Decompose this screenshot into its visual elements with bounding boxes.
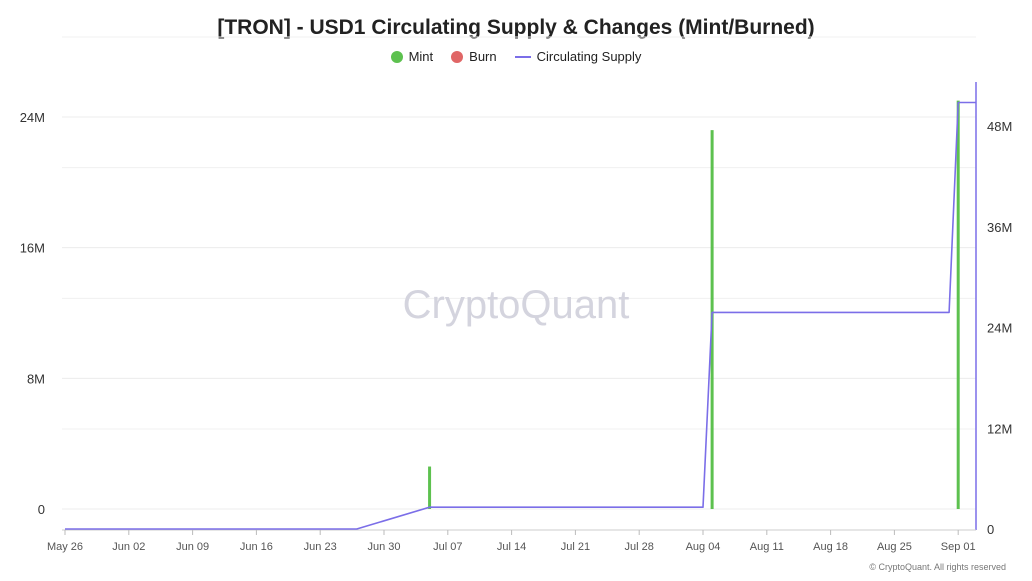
legend-item-circulating-supply[interactable]: Circulating Supply	[514, 49, 642, 64]
watermark: CryptoQuant	[403, 283, 630, 327]
x-tick-label: Aug 11	[750, 541, 784, 553]
y-right-tick-label: 48M	[987, 119, 1012, 134]
x-tick-label: Aug 25	[877, 541, 912, 553]
legend-label-mint: Mint	[408, 49, 434, 64]
x-tick-label: Jun 30	[367, 541, 400, 553]
x-tick-label: Jul 07	[433, 541, 462, 553]
y-right-tick-label: 36M	[987, 220, 1012, 235]
x-tick-label: Jun 16	[240, 541, 273, 553]
legend: Mint Burn Circulating Supply	[0, 49, 1032, 64]
gridlines	[62, 36, 976, 510]
y-axis-left: 0 8M 16M 24M	[20, 110, 45, 517]
copyright: © CryptoQuant. All rights reserved	[869, 562, 1006, 572]
x-tick-label: Aug 04	[686, 541, 721, 553]
y-right-tick-label: 24M	[987, 321, 1012, 336]
burn-legend-dot	[451, 50, 464, 63]
y-right-tick-label: 12M	[987, 421, 1012, 436]
x-tick-label: Jul 28	[625, 541, 654, 553]
x-tick-label: Jun 23	[304, 541, 337, 553]
legend-item-mint[interactable]: Mint	[390, 49, 434, 64]
y-left-tick-label: 24M	[20, 110, 45, 125]
x-tick-label: Jul 21	[561, 541, 590, 553]
legend-label-supply: Circulating Supply	[536, 49, 642, 64]
x-tick-label: Aug 18	[813, 541, 848, 553]
mint-legend-dot	[390, 50, 403, 63]
x-tick-label: Jun 09	[176, 541, 209, 553]
x-tick-label: Sep 01	[941, 541, 976, 553]
x-tick-label: May 26	[47, 541, 83, 553]
y-left-tick-label: 16M	[20, 241, 45, 256]
x-tick-label: Jul 14	[497, 541, 526, 553]
chart-title: [TRON] - USD1 Circulating Supply & Chang…	[217, 16, 815, 39]
legend-item-burn[interactable]: Burn	[451, 49, 497, 64]
x-tick-label: Jun 02	[112, 541, 145, 553]
y-left-tick-label: 8M	[27, 371, 45, 386]
y-right-tick-label: 0	[987, 522, 994, 537]
y-left-tick-label: 0	[38, 502, 45, 517]
supply-line-layer	[65, 101, 977, 530]
circulating-supply-line	[65, 101, 977, 530]
x-axis: May 26 Jun 02 Jun 09 Jun 16 Jun 23 Jun 30 Jul …	[47, 529, 976, 553]
legend-label-burn: Burn	[469, 49, 497, 64]
y-axis-right: 0 12M 24M 36M 48M	[975, 82, 1012, 537]
supply-legend-line	[514, 55, 531, 58]
